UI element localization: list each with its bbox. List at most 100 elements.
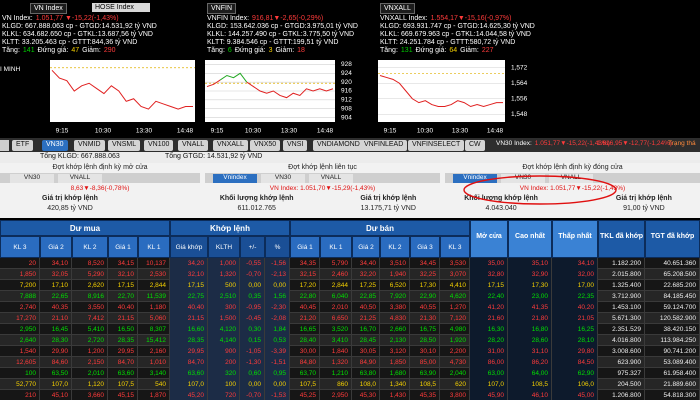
index-tab-button[interactable]: VNX50: [250, 140, 281, 151]
table-cell: 84.185.450: [645, 291, 700, 302]
table-cell: 29,80: [552, 346, 598, 357]
table-cell: 16,25: [552, 324, 598, 335]
table-row: [0, 280, 700, 291]
index-line-path: [219, 72, 248, 83]
table-cell: 17,25: [352, 280, 380, 291]
table-cell: 0,00: [240, 379, 265, 390]
session-tab[interactable]: VN30: [501, 174, 545, 183]
table-cell: 28,20: [470, 335, 508, 346]
index-tab[interactable]: VNFIN: [207, 3, 236, 14]
column-header: Giá 1: [290, 236, 320, 258]
table-cell: 63,80: [352, 368, 380, 379]
table-cell: 22,65: [40, 291, 72, 302]
table-cell: 720: [208, 390, 240, 400]
session-tab[interactable]: Vnindex: [213, 174, 257, 183]
table-cell: 1,120: [72, 379, 108, 390]
table-cell: 63,00: [470, 368, 508, 379]
table-cell: -0,95: [240, 302, 265, 313]
table-cell: 30,10: [410, 346, 440, 357]
index-tab[interactable]: VNXALL: [380, 3, 415, 14]
session-tab[interactable]: Vnindex: [453, 174, 497, 183]
tab-info: VN30 Index: 1.051,77▼-15,22(-1,43%): [496, 140, 613, 147]
table-cell: 23,00: [508, 291, 552, 302]
table-cell: 16,45: [40, 324, 72, 335]
column-header: %: [265, 236, 290, 258]
table-cell: 28,30: [40, 335, 72, 346]
table-cell: 4,120: [208, 324, 240, 335]
table-cell: 28,50: [410, 335, 440, 346]
breadth-value: 18: [297, 47, 305, 54]
table-cell: 1,200: [72, 346, 108, 357]
index-tab-button[interactable]: VNMID: [74, 140, 105, 151]
index-tab-button[interactable]: VNALL: [178, 140, 209, 151]
table-cell: 41,35: [508, 302, 552, 313]
table-cell: 107,0: [40, 379, 72, 390]
index-tab-button[interactable]: VNSI: [283, 140, 308, 151]
table-cell: 45,10: [40, 390, 72, 400]
table-cell: 5,410: [72, 324, 108, 335]
table-cell: 11,539: [138, 291, 170, 302]
index-tab-button[interactable]: CW: [465, 140, 485, 151]
table-cell: 17,15: [108, 280, 138, 291]
column-header: +/-: [240, 236, 265, 258]
index-tab-button[interactable]: ETF: [12, 140, 34, 151]
table-cell: -0,70: [240, 269, 265, 280]
metric-label: Khối lượng khớp lệnh: [219, 195, 294, 202]
table-cell: 40,55: [410, 302, 440, 313]
tab-stub[interactable]: [0, 140, 9, 151]
index-tab-button[interactable]: VNFINLEAD: [360, 140, 408, 151]
table-cell: 32,00: [552, 269, 598, 280]
metric-label: Giá trị khớp lệnh: [42, 195, 98, 202]
table-cell: 1,000: [208, 258, 240, 269]
index-tab-button[interactable]: VNXALL: [213, 140, 248, 151]
index-tab-button[interactable]: VNFINSELECT: [408, 140, 465, 151]
metric-value: 420,85 tỷ VND: [47, 205, 93, 212]
table-cell: 17,00: [552, 280, 598, 291]
index-tab-button[interactable]: VN100: [144, 140, 174, 151]
table-cell: 86,00: [470, 357, 508, 368]
session-tab[interactable]: VNALL: [309, 174, 353, 183]
table-cell: 32,10: [170, 269, 208, 280]
column-header: Cao nhất: [508, 220, 552, 258]
table-cell: 0,00: [265, 280, 290, 291]
table-cell: 17,15: [470, 280, 508, 291]
table-cell: 975.327: [598, 368, 645, 379]
table-cell: 0,60: [240, 368, 265, 379]
index-tab-button[interactable]: VN30: [42, 140, 68, 151]
group-header: Dư bán: [290, 220, 470, 236]
table-cell: 3,800: [440, 390, 470, 400]
session-tab[interactable]: VNALL: [58, 174, 102, 183]
table-cell: 106,0: [552, 379, 598, 390]
total-volume: Tổng KLGD: 667.888.063: [40, 153, 120, 160]
table-cell: 86,20: [508, 357, 552, 368]
table-cell: 1.453.100: [598, 302, 645, 313]
table-cell: 320: [208, 368, 240, 379]
y-tick-label: 904: [341, 114, 352, 121]
table-cell: -2,30: [265, 302, 290, 313]
index-select[interactable]: HOSE Index: [92, 3, 150, 12]
session-tab[interactable]: VN30: [10, 174, 54, 183]
index-tab-button[interactable]: VNDIAMOND: [313, 140, 364, 151]
table-cell: 46,10: [508, 390, 552, 400]
table-cell: -1,30: [240, 357, 265, 368]
table-cell: 22,85: [352, 291, 380, 302]
table-cell: 4,620: [440, 291, 470, 302]
table-cell: 29,95: [170, 346, 208, 357]
x-tick-label: 10:30: [245, 128, 262, 135]
table-cell: 200: [208, 357, 240, 368]
group-header: Khớp lệnh: [170, 220, 290, 236]
session-tab[interactable]: VN30: [261, 174, 305, 183]
table-cell: 1,010: [138, 357, 170, 368]
session-index: VN Index: 1.051,77▼-15,22(-1,43%): [519, 185, 626, 192]
table-cell: 7,888: [0, 291, 40, 302]
table-cell: 860: [320, 379, 352, 390]
breadth-label: Đứng giá:: [234, 47, 266, 54]
index-tab-button[interactable]: VNSML: [108, 140, 141, 151]
table-cell: 32,10: [108, 269, 138, 280]
index-line-path: [379, 75, 503, 108]
index-tab[interactable]: VN Index: [30, 3, 67, 14]
table-row: [0, 379, 700, 390]
table-cell: 34,10: [40, 258, 72, 269]
session-tab[interactable]: VNALL: [549, 174, 593, 183]
table-cell: 28,60: [508, 335, 552, 346]
